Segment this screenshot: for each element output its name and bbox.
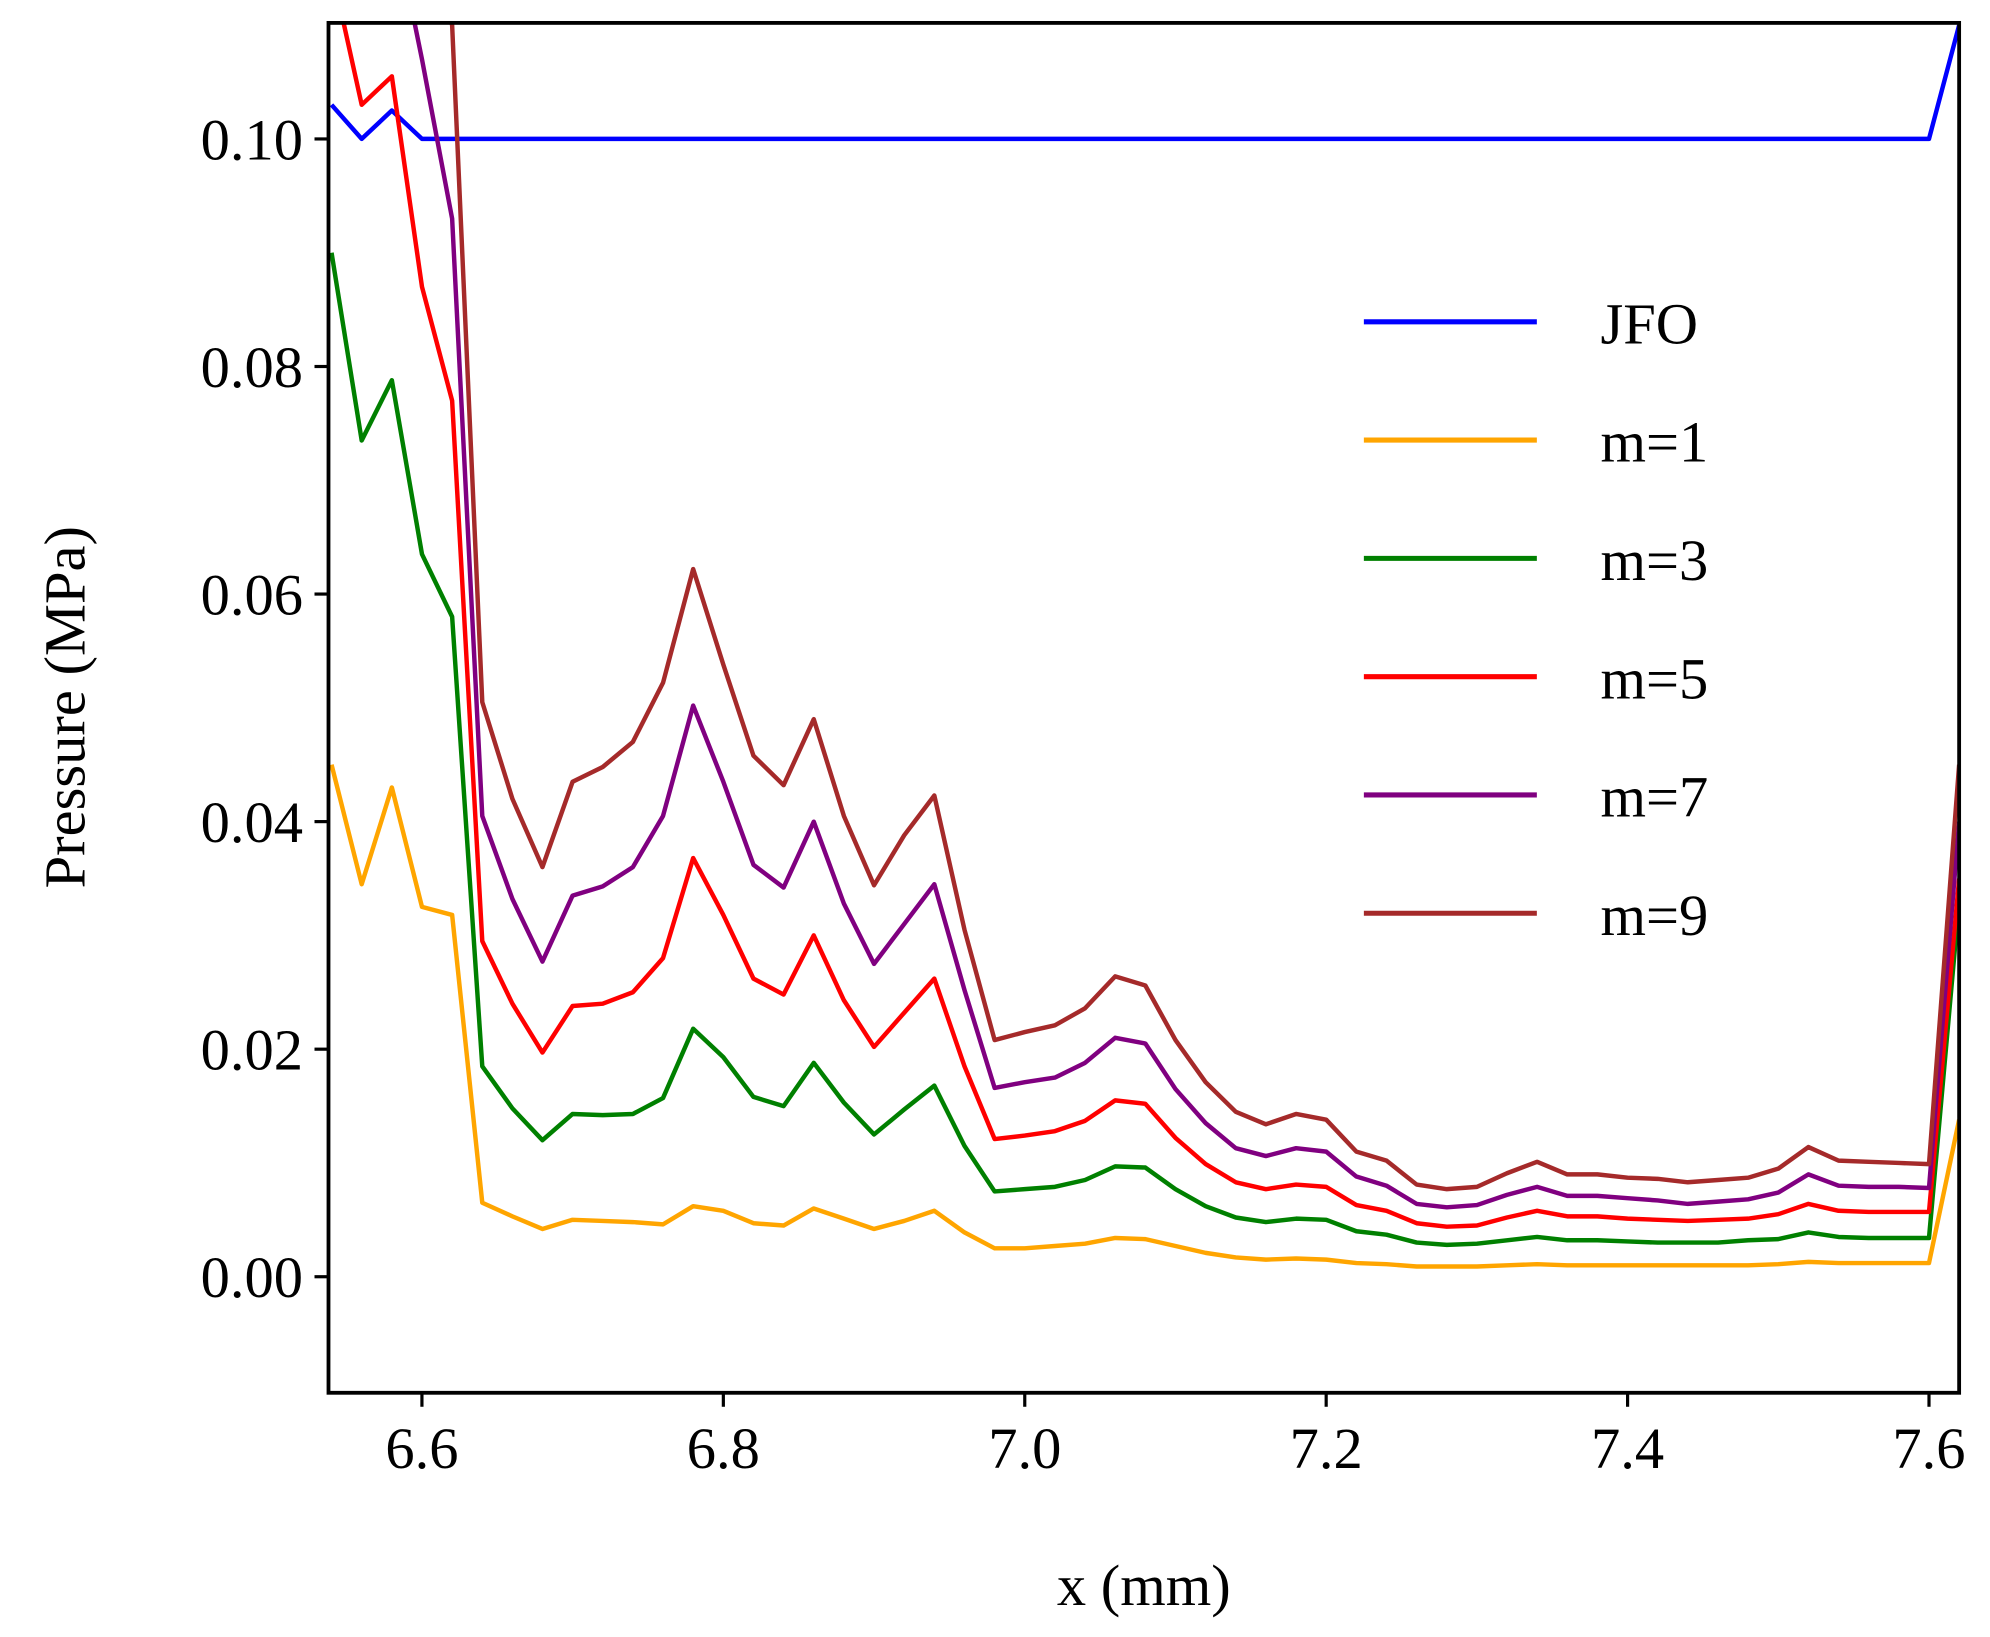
y-tick-label: 0.10 <box>201 107 303 172</box>
legend-label: m=9 <box>1600 883 1708 948</box>
y-tick-label: 0.02 <box>201 1018 303 1083</box>
x-tick-label: 7.0 <box>988 1416 1061 1481</box>
series-line <box>341 22 1960 1229</box>
legend-label: JFO <box>1600 291 1698 356</box>
x-axis-label: x (mm) <box>1057 1553 1231 1618</box>
y-tick-label: 0.00 <box>201 1245 303 1310</box>
y-tick-label: 0.04 <box>201 790 303 855</box>
x-tick-label: 7.4 <box>1591 1416 1664 1481</box>
x-tick-label: 6.6 <box>385 1416 458 1481</box>
series-line <box>449 22 1960 1192</box>
x-tick-label: 7.2 <box>1290 1416 1363 1481</box>
series-line <box>412 22 1960 1210</box>
y-tick-label: 0.08 <box>201 335 303 400</box>
legend-label: m=1 <box>1600 410 1708 475</box>
legend-label: m=3 <box>1600 528 1708 593</box>
legend-label: m=5 <box>1600 646 1708 711</box>
x-tick-label: 6.8 <box>687 1416 760 1481</box>
x-tick-label: 7.6 <box>1892 1416 1965 1481</box>
plot-frame <box>326 20 1962 1395</box>
y-tick-label: 0.06 <box>201 562 303 627</box>
plot-lines <box>329 22 1960 1269</box>
legend-label: m=7 <box>1600 765 1708 830</box>
series-line <box>329 252 1960 1248</box>
series-line <box>329 24 1960 142</box>
y-axis-label: Pressure (MPa) <box>32 526 97 888</box>
series-line <box>329 764 1960 1269</box>
